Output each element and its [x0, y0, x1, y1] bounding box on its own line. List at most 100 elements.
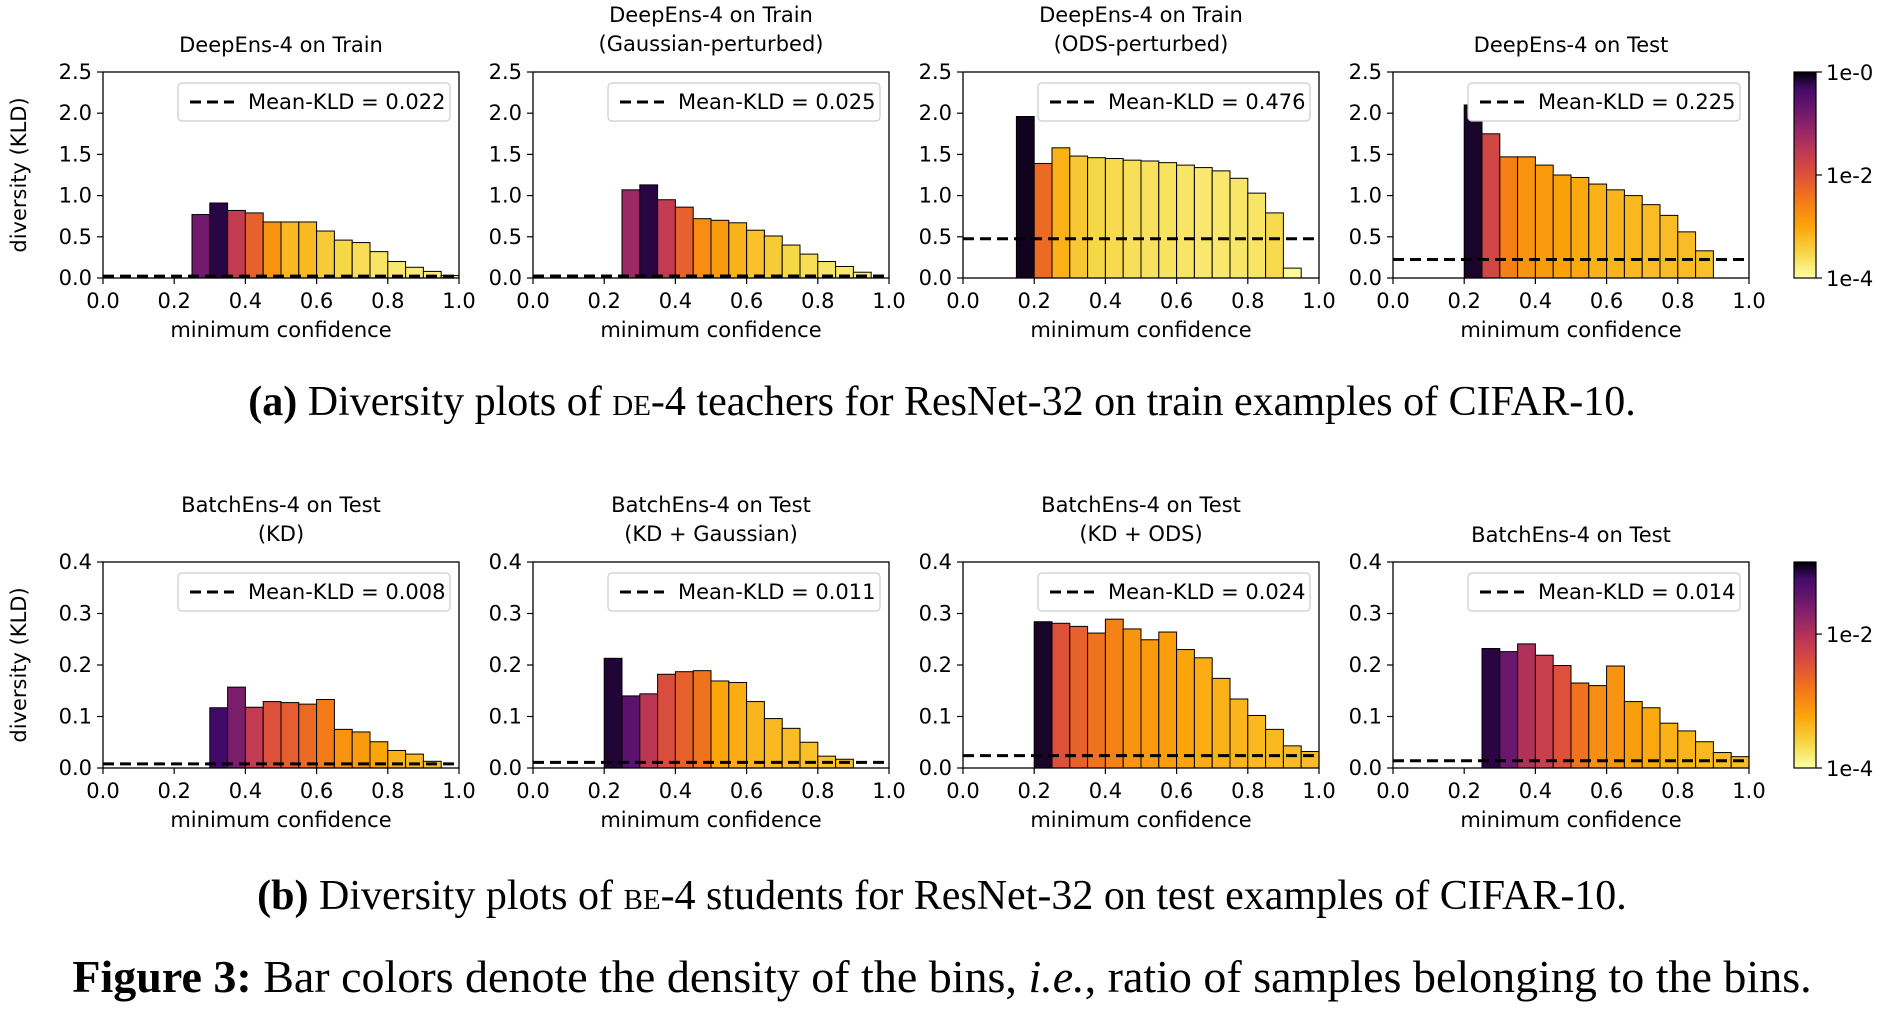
chart-panel-7: BatchEns-4 on Test (KD + ODS) 0.0 0.1 0.2 0.3…	[919, 493, 1336, 832]
figure-caption: Figure 3: Bar colors denote the density …	[0, 950, 1884, 1003]
bar	[280, 702, 300, 769]
bar	[657, 673, 676, 769]
bar	[692, 670, 712, 769]
bar	[621, 189, 641, 279]
legend-box	[607, 572, 881, 612]
bar	[1033, 621, 1053, 769]
bar	[728, 222, 748, 279]
x-tick-label: 0.8	[371, 289, 404, 313]
bar	[1247, 192, 1267, 279]
figure-caption-italic: i.e.	[1028, 951, 1085, 1002]
x-tick-label: 0.2	[157, 289, 190, 313]
legend-label: Mean-KLD = 0.008	[248, 580, 446, 604]
x-tick-label: 0.6	[300, 289, 333, 313]
figure-caption-label: Figure 3:	[72, 951, 252, 1002]
bar	[244, 212, 264, 279]
legend-box	[607, 82, 881, 122]
y-tick-label: 0.4	[59, 550, 92, 574]
bar	[728, 682, 748, 769]
bar	[1606, 665, 1625, 769]
bar	[1265, 728, 1284, 769]
y-tick-label: 2.5	[489, 60, 522, 84]
bar	[1211, 170, 1231, 279]
y-tick-label: 0.0	[1349, 756, 1382, 780]
legend-label: Mean-KLD = 0.225	[1538, 90, 1736, 114]
x-tick-label: 0.4	[1089, 779, 1122, 803]
x-tick-label: 0.4	[659, 779, 692, 803]
colorbar-tick-label: 1e-4	[1826, 757, 1873, 781]
bar	[621, 695, 641, 769]
y-tick-label: 2.0	[919, 101, 952, 125]
bar	[1104, 158, 1124, 279]
x-tick-label: 0.4	[229, 779, 262, 803]
colorbar-gradient	[1793, 561, 1817, 769]
bar	[763, 235, 783, 279]
bar	[1176, 164, 1195, 279]
bar	[1552, 665, 1572, 769]
bar	[710, 680, 730, 769]
bar	[333, 728, 353, 769]
x-axis-label: minimum confidence	[1460, 318, 1681, 342]
y-tick-label: 2.5	[1349, 60, 1382, 84]
y-tick-label: 1.5	[919, 142, 952, 166]
y-tick-label: 2.5	[919, 60, 952, 84]
bar	[1158, 631, 1178, 769]
y-tick-label: 0.4	[1349, 550, 1382, 574]
x-tick-label: 0.0	[1376, 289, 1409, 313]
x-tick-label: 1.0	[442, 779, 475, 803]
chart-panel-2: DeepEns-4 on Train (Gaussian-perturbed) 0.…	[489, 3, 906, 342]
y-tick-label: 0.5	[919, 225, 952, 249]
x-tick-label: 1.0	[1732, 779, 1765, 803]
bar	[1069, 155, 1089, 279]
bar	[1229, 177, 1249, 279]
caption-a-post: -4 teachers for ResNet-32 on train examp…	[650, 379, 1636, 425]
x-tick-label: 0.8	[1661, 779, 1694, 803]
bar	[1623, 701, 1643, 769]
bar	[227, 209, 246, 279]
bar	[1606, 189, 1625, 279]
bar	[1641, 707, 1661, 769]
chart-panel-3: DeepEns-4 on Train (ODS-perturbed) 0.0 0.5 1…	[919, 3, 1336, 342]
bar	[1015, 115, 1035, 279]
bar	[1677, 730, 1697, 769]
y-tick-label: 1.5	[1349, 142, 1382, 166]
bar	[1140, 160, 1160, 279]
y-tick-label: 0.0	[1349, 266, 1382, 290]
bar	[674, 206, 694, 279]
bar	[1641, 204, 1661, 279]
bar	[1463, 104, 1483, 279]
caption-b-post: -4 students for ResNet-32 on test exampl…	[660, 873, 1627, 919]
x-tick-label: 0.4	[1519, 779, 1552, 803]
caption-a-abbrev: de	[612, 379, 651, 425]
chart-title: (ODS-perturbed)	[1054, 32, 1229, 56]
bar	[209, 707, 229, 769]
bar	[692, 218, 712, 279]
bar	[1300, 751, 1320, 769]
x-tick-label: 0.8	[1231, 779, 1264, 803]
x-tick-label: 0.6	[300, 779, 333, 803]
axes-frame	[962, 71, 1320, 279]
y-tick-label: 2.0	[59, 101, 92, 125]
y-tick-label: 0.4	[919, 550, 952, 574]
colorbar-gradient	[1793, 71, 1817, 279]
bar	[1033, 162, 1053, 279]
chart-panel-8: BatchEns-4 on Test 0.0 0.1 0.2 0.3 0.4 0.0 0.2 0…	[1349, 523, 1766, 832]
x-tick-label: 0.0	[516, 289, 549, 313]
legend-label: Mean-KLD = 0.011	[678, 580, 876, 604]
bar	[1517, 643, 1536, 769]
x-tick-label: 1.0	[442, 289, 475, 313]
bar	[1623, 195, 1643, 279]
bar	[1588, 183, 1608, 279]
x-tick-label: 0.0	[86, 289, 119, 313]
chart-title: DeepEns-4 on Train	[179, 33, 383, 57]
x-tick-label: 1.0	[872, 289, 905, 313]
x-axis-label: minimum confidence	[1460, 808, 1681, 832]
y-tick-label: 0.0	[919, 266, 952, 290]
x-tick-label: 0.6	[1160, 289, 1193, 313]
colorbar-2: 1e-2 1e-4	[1793, 561, 1873, 781]
bar	[1552, 174, 1572, 279]
y-tick-label: 0.3	[489, 602, 522, 626]
bar	[1087, 632, 1106, 769]
x-axis-label: minimum confidence	[1030, 318, 1251, 342]
x-tick-label: 1.0	[872, 779, 905, 803]
